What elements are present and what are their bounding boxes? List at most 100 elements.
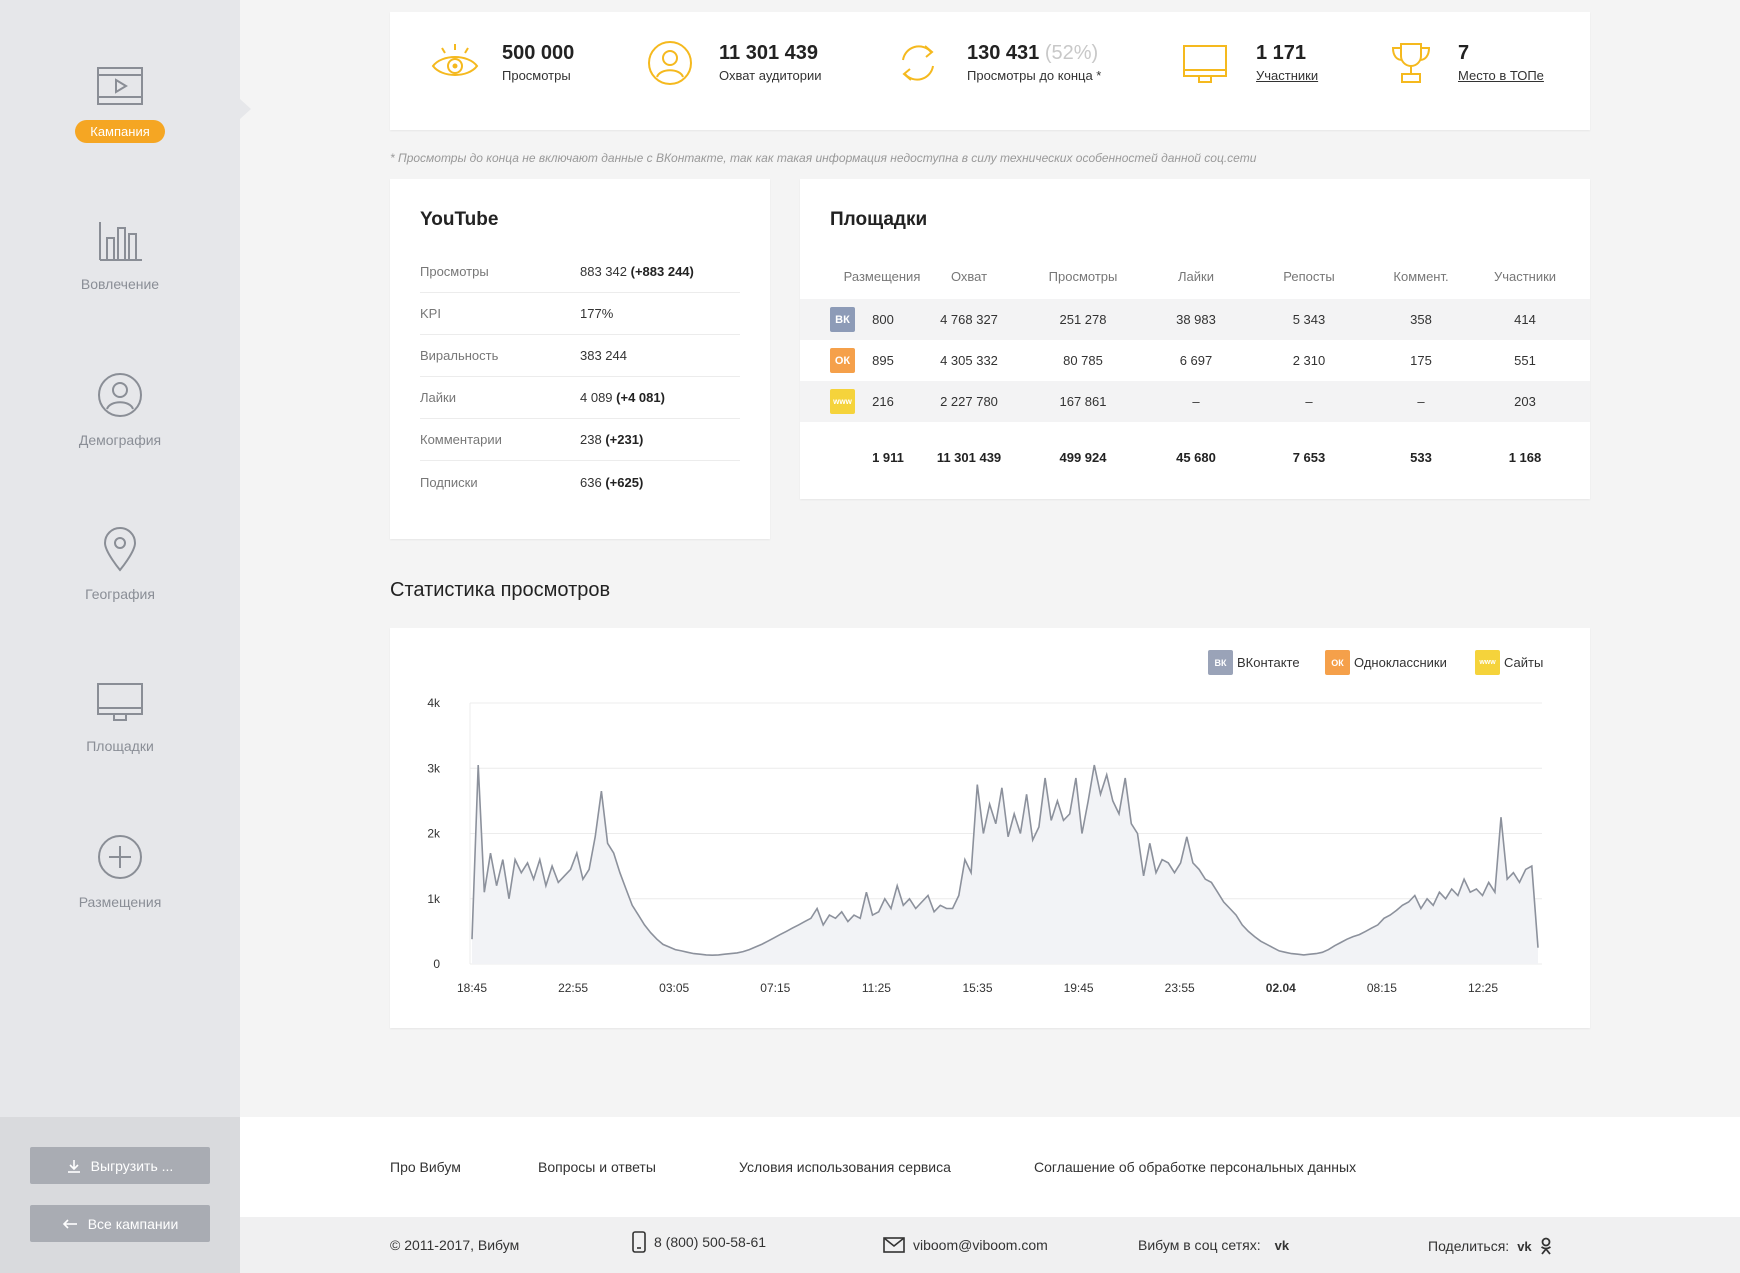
youtube-stat-key: Подписки <box>420 474 478 490</box>
ok-badge-icon: ОК <box>830 348 855 373</box>
all-campaigns-button[interactable]: Все кампании <box>30 1205 210 1242</box>
views-stats-title: Статистика просмотров <box>390 579 611 601</box>
stats-card: 500 000 Просмотры 11 301 439 Охват аудит… <box>390 12 1590 130</box>
x-tick-label: 11:25 <box>862 981 891 995</box>
stat-completed-value: 130 431 <box>967 42 1040 64</box>
legend-item[interactable]: www Сайты <box>1475 650 1543 675</box>
social-label: Вибум в соц сетях: <box>1138 1237 1261 1253</box>
stat-views-label: Просмотры <box>502 68 571 83</box>
platforms-row: ОК 895 4 305 332 80 785 6 697 2 310 175 551 <box>800 340 1590 381</box>
sidebar-active-pointer <box>240 99 251 119</box>
youtube-stat-value: 383 244 <box>580 348 627 363</box>
footer-link-faq[interactable]: Вопросы и ответы <box>538 1159 656 1175</box>
phone-icon <box>632 1231 646 1253</box>
phone-number[interactable]: 8 (800) 500-58-61 <box>654 1234 767 1250</box>
ok-share-icon[interactable] <box>1540 1237 1552 1255</box>
eye-icon <box>431 44 479 76</box>
copyright-text: © 2011-2017, Вибум <box>390 1237 520 1253</box>
y-tick-label: 0 <box>433 957 440 971</box>
all-campaigns-label: Все кампании <box>87 1215 179 1232</box>
share-links: Поделиться: vk <box>1428 1237 1552 1255</box>
youtube-stat-row: Виральность 383 244 <box>420 335 740 377</box>
legend-swatch-icon: www <box>1475 650 1500 675</box>
y-tick-label: 2k <box>427 827 441 841</box>
sidebar-item-platforms[interactable]: Площадки <box>0 682 240 754</box>
youtube-stat-value: 636 (+625) <box>580 474 644 490</box>
sidebar-item-demography[interactable]: Демография <box>0 372 240 448</box>
platforms-column-header: Просмотры <box>1048 269 1118 284</box>
phone: 8 (800) 500-58-61 <box>632 1231 766 1253</box>
youtube-stat-key: KPI <box>420 306 441 321</box>
platforms-cell: 216 <box>872 394 894 409</box>
legend-item[interactable]: ВК ВКонтакте <box>1208 650 1300 675</box>
youtube-stat-key: Лайки <box>420 390 456 405</box>
legend-swatch-icon: ОК <box>1325 650 1350 675</box>
youtube-stat-key: Просмотры <box>420 264 489 279</box>
platforms-total-cell: 45 680 <box>1176 450 1216 465</box>
youtube-stat-value: 238 (+231) <box>580 432 644 447</box>
x-tick-label: 23:55 <box>1165 981 1195 995</box>
stat-completed-views: 130 431 (52%) Просмотры до конца * <box>895 40 1101 86</box>
platforms-cell: 203 <box>1514 394 1536 409</box>
footer-link-terms[interactable]: Условия использования сервиса <box>739 1159 951 1175</box>
x-tick-label: 03:05 <box>659 981 689 995</box>
email-address[interactable]: viboom@viboom.com <box>913 1237 1048 1253</box>
x-tick-label: 15:35 <box>962 981 992 995</box>
top-place-link[interactable]: Место в ТОПе <box>1458 68 1544 83</box>
platforms-cell: 358 <box>1410 312 1432 327</box>
map-pin-icon <box>103 527 137 572</box>
vk-share-icon[interactable]: vk <box>1517 1238 1532 1254</box>
sidebar-item-engagement[interactable]: Вовлечение <box>0 220 240 292</box>
plus-circle-icon <box>98 835 142 879</box>
platforms-totals-row: 1 911 11 301 439 499 924 45 680 7 653 533 1 16… <box>800 422 1590 492</box>
stat-completed-percent: (52%) <box>1044 42 1099 64</box>
platforms-total-cell: 1 911 <box>872 450 904 465</box>
platforms-total-cell: 1 168 <box>1508 450 1542 465</box>
youtube-card: YouTube Просмотры 883 342 (+883 244) KPI 17… <box>390 179 770 539</box>
views-chart: 0 1k 2k 3k 4k 18:45 22:55 03:05 07:15 11:25 15:35 1… <box>427 696 1542 995</box>
x-tick-label: 07:15 <box>760 981 790 995</box>
platforms-title: Площадки <box>830 209 928 230</box>
refresh-icon <box>902 45 934 81</box>
vk-badge-icon: ВК <box>830 307 855 332</box>
platforms-cell: 414 <box>1514 312 1536 327</box>
sidebar-item-label: Размещения <box>78 894 162 910</box>
youtube-stat-row: Просмотры 883 342 (+883 244) <box>420 251 740 293</box>
monitor-icon <box>1183 45 1227 83</box>
email: viboom@viboom.com <box>883 1237 1048 1253</box>
platforms-total-cell: 7 653 <box>1292 450 1326 465</box>
download-icon <box>67 1159 80 1173</box>
platforms-cell: 2 227 780 <box>940 394 998 409</box>
sidebar-item-placements[interactable]: Размещения <box>0 834 240 910</box>
sidebar-item-label: Вовлечение <box>80 276 160 292</box>
sidebar-actions: Выгрузить ... Все кампании <box>0 1117 240 1273</box>
participants-link[interactable]: Участники <box>1256 68 1319 83</box>
platforms-column-header: Размещения <box>843 269 921 284</box>
export-button[interactable]: Выгрузить ... <box>30 1147 210 1184</box>
vk-icon[interactable]: vk <box>1274 1237 1290 1253</box>
sidebar-item-label: Кампания <box>75 120 165 143</box>
youtube-stat-value: 4 089 (+4 081) <box>580 390 665 405</box>
footer-link-privacy[interactable]: Соглашение об обработке персональных дан… <box>1034 1159 1357 1175</box>
sidebar-item-campaign[interactable]: Кампания <box>0 66 240 143</box>
social-links: Вибум в соц сетях: vk <box>1138 1237 1289 1253</box>
platforms-cell: 5 343 <box>1292 312 1326 327</box>
youtube-stat-value: 177% <box>580 306 614 321</box>
user-circle-icon <box>648 41 692 85</box>
stat-completed-label: Просмотры до конца * <box>967 68 1102 83</box>
stat-top-value: 7 <box>1458 42 1470 64</box>
platforms-column-header: Участники <box>1493 269 1557 284</box>
legend-item[interactable]: ОК Одноклассники <box>1325 650 1447 675</box>
sidebar-item-geography[interactable]: География <box>0 526 240 602</box>
footer-link-about[interactable]: Про Вибум <box>390 1159 461 1175</box>
x-tick-label: 08:15 <box>1367 981 1397 995</box>
www-badge-icon: www <box>830 389 855 414</box>
footer-links: Про Вибум Вопросы и ответы Условия испол… <box>240 1117 1740 1217</box>
stat-top-place: 7 Место в ТОПе <box>1388 40 1544 86</box>
platforms-cell: – <box>1192 394 1200 409</box>
platforms-column-header: Коммент. <box>1393 269 1449 284</box>
stat-views: 500 000 Просмотры <box>430 40 574 86</box>
x-tick-label: 02.04 <box>1266 981 1296 995</box>
stat-reach-value: 11 301 439 <box>719 42 818 64</box>
footer-bottom: © 2011-2017, Вибум 8 (800) 500-58-61 vib… <box>240 1217 1740 1273</box>
